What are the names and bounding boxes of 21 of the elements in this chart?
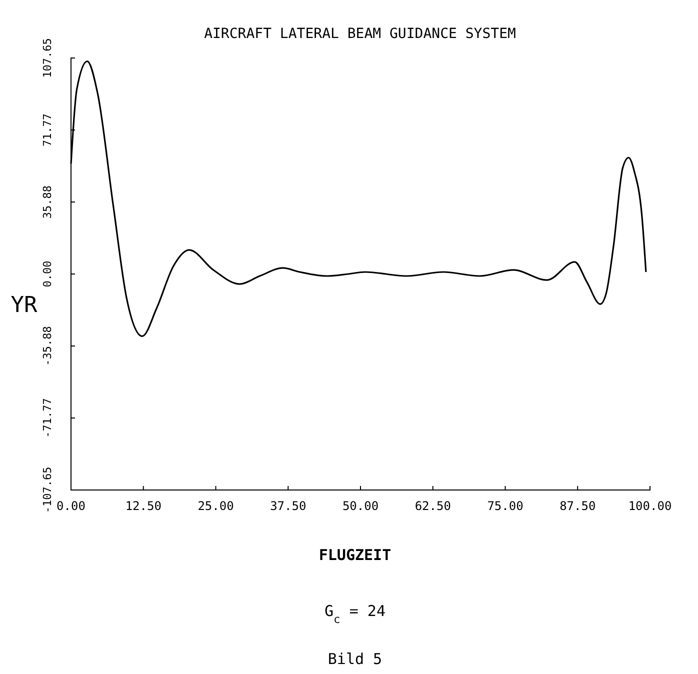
y-tick-label: -71.77 [41,398,54,438]
x-tick-label: 100.00 [628,498,672,513]
y-tick-label: 0.00 [41,260,54,288]
x-tick-label: 75.00 [487,498,524,513]
y-tick-label: 107.65 [41,38,54,78]
x-tick-label: 37.50 [270,498,306,513]
text: Bild 5 [328,650,382,668]
chart-title: AIRCRAFT LATERAL BEAM GUIDANCE SYSTEM [204,26,516,42]
y-tick-label: -107.65 [41,466,54,514]
y-axis-title: YR [10,293,38,318]
x-axis-title: FLUGZEIT [318,546,392,564]
x-tick-label: 87.50 [560,498,596,513]
x-tick-label: 0.00 [56,498,86,513]
text: G$_{c}$ = 24 [324,602,386,626]
x-tick-label: 62.50 [414,498,451,513]
y-tick-label: 71.77 [41,113,54,147]
y-tick-label: -35.88 [41,326,54,366]
y-tick-label: 35.88 [41,185,54,219]
x-tick-label: 12.50 [125,498,162,513]
x-tick-label: 50.00 [342,498,379,513]
x-tick-label: 25.00 [198,498,234,513]
